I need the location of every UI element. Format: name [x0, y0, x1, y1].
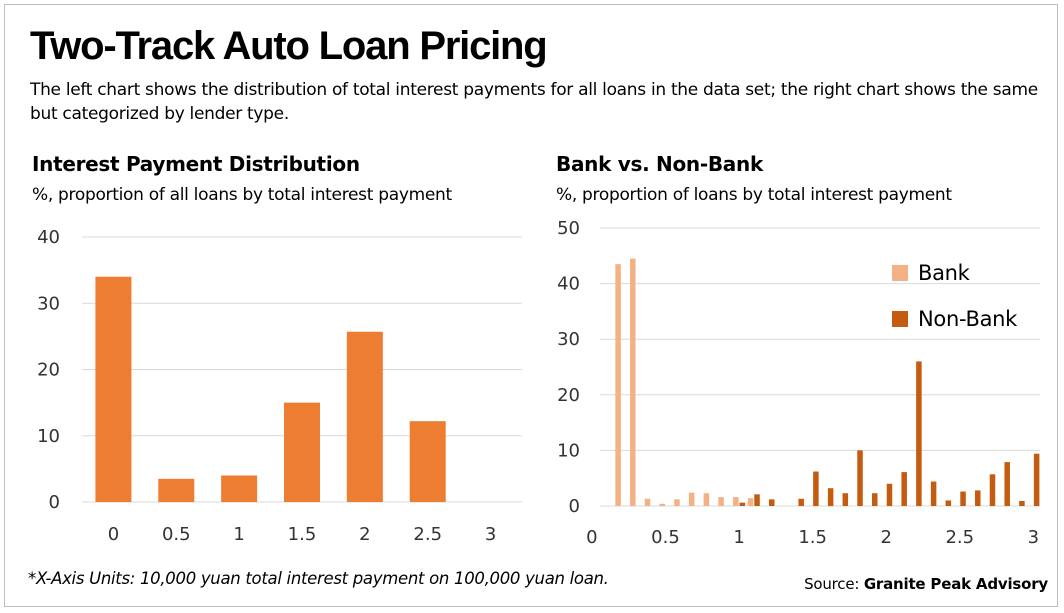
left-bar	[95, 276, 132, 502]
source-prefix: Source:	[804, 575, 864, 593]
non-bank-bar	[798, 498, 804, 506]
bank-bar	[630, 258, 636, 506]
left-y-tick-label: 30	[37, 293, 60, 314]
non-bank-bar	[989, 474, 996, 506]
right-x-tick-label: 1.5	[798, 527, 827, 548]
non-bank-bar	[886, 483, 893, 506]
bank-bar	[674, 499, 680, 506]
non-bank-bar	[1033, 453, 1040, 506]
left-y-tick-label: 20	[37, 360, 60, 381]
bank-bar	[703, 493, 710, 506]
left-x-tick-label: 0.5	[162, 524, 191, 545]
bank-bar	[718, 497, 724, 506]
non-bank-bar	[739, 502, 746, 506]
non-bank-bar	[813, 471, 819, 506]
legend-swatch-bank	[892, 265, 908, 281]
left-y-tick-label: 40	[37, 227, 60, 248]
non-bank-bar	[916, 361, 922, 506]
right-x-tick-label: 3	[1028, 527, 1039, 548]
right-y-tick-label: 10	[557, 440, 580, 461]
left-x-tick-label: 2.5	[413, 524, 442, 545]
right-x-tick-label: 2	[880, 527, 891, 548]
page-subtitle: The left chart shows the distribution of…	[30, 80, 1038, 124]
bank-bar	[747, 498, 754, 506]
non-bank-bar	[901, 472, 907, 506]
left-y-tick-label: 0	[49, 492, 60, 513]
non-bank-bar	[945, 500, 952, 506]
right-chart-subtitle: %, proportion of loans by total interest…	[556, 185, 952, 205]
left-x-tick-label: 1	[233, 524, 244, 545]
right-x-tick-label: 2.5	[945, 527, 974, 548]
non-bank-bar	[857, 450, 863, 506]
right-x-tick-label: 0.5	[651, 527, 680, 548]
figure-frame	[4, 4, 1058, 607]
non-bank-bar	[842, 493, 849, 506]
legend-item-bank: Bank	[892, 250, 1017, 296]
left-chart-subtitle: %, proportion of all loans by total inte…	[32, 185, 452, 205]
x-axis-units-footnote: *X-Axis Units: 10,000 yuan total interes…	[28, 569, 609, 588]
left-x-tick-label: 3	[485, 524, 496, 545]
bank-bar	[659, 503, 665, 506]
non-bank-bar	[960, 491, 966, 506]
left-bar	[221, 475, 258, 502]
left-x-tick-label: 1.5	[288, 524, 317, 545]
non-bank-bar	[754, 494, 760, 506]
right-bar-chart: 0 10 20 30 40 50 0 0.5 1 1.5 2 2.5 3	[557, 218, 1040, 548]
right-x-tick-label: 1	[733, 527, 744, 548]
non-bank-bar	[975, 490, 981, 506]
legend-label-non-bank: Non-Bank	[918, 307, 1018, 331]
non-bank-bar	[1019, 500, 1025, 506]
legend-item-non-bank: Non-Bank	[892, 296, 1017, 342]
left-x-tick-label: 0	[108, 524, 119, 545]
source-name: Granite Peak Advisory	[863, 575, 1048, 593]
left-bar	[284, 402, 320, 502]
left-x-tick-label: 2	[359, 524, 370, 545]
bank-bar	[733, 497, 739, 506]
right-chart-title: Bank vs. Non-Bank	[556, 152, 763, 176]
bank-bar	[644, 498, 651, 506]
left-bar	[409, 421, 446, 502]
left-chart-title: Interest Payment Distribution	[32, 152, 360, 176]
right-y-tick-label: 40	[557, 274, 580, 295]
right-y-tick-label: 50	[557, 218, 580, 239]
left-bar	[158, 478, 195, 502]
non-bank-bar	[930, 481, 937, 506]
page-title: Two-Track Auto Loan Pricing	[30, 24, 548, 68]
right-y-tick-label: 30	[557, 329, 580, 350]
non-bank-bar	[827, 488, 834, 506]
right-x-tick-label: 0	[586, 527, 597, 548]
left-y-tick-label: 10	[37, 426, 60, 447]
bank-bar	[615, 264, 621, 506]
right-y-tick-label: 0	[569, 496, 580, 517]
bank-bar	[688, 492, 695, 506]
left-bar-chart: 0 10 20 30 40 0 0.5 1 1.5 2 2.5 3	[37, 227, 522, 545]
legend-swatch-non-bank	[892, 311, 908, 327]
right-y-tick-label: 20	[557, 385, 580, 406]
legend-label-bank: Bank	[918, 261, 970, 285]
non-bank-bar	[1004, 462, 1010, 506]
non-bank-bar	[768, 499, 775, 506]
right-chart-legend: Bank Non-Bank	[892, 250, 1017, 342]
source-credit: Source: Granite Peak Advisory	[804, 575, 1048, 593]
left-bar	[346, 331, 383, 502]
non-bank-bar	[872, 493, 878, 506]
